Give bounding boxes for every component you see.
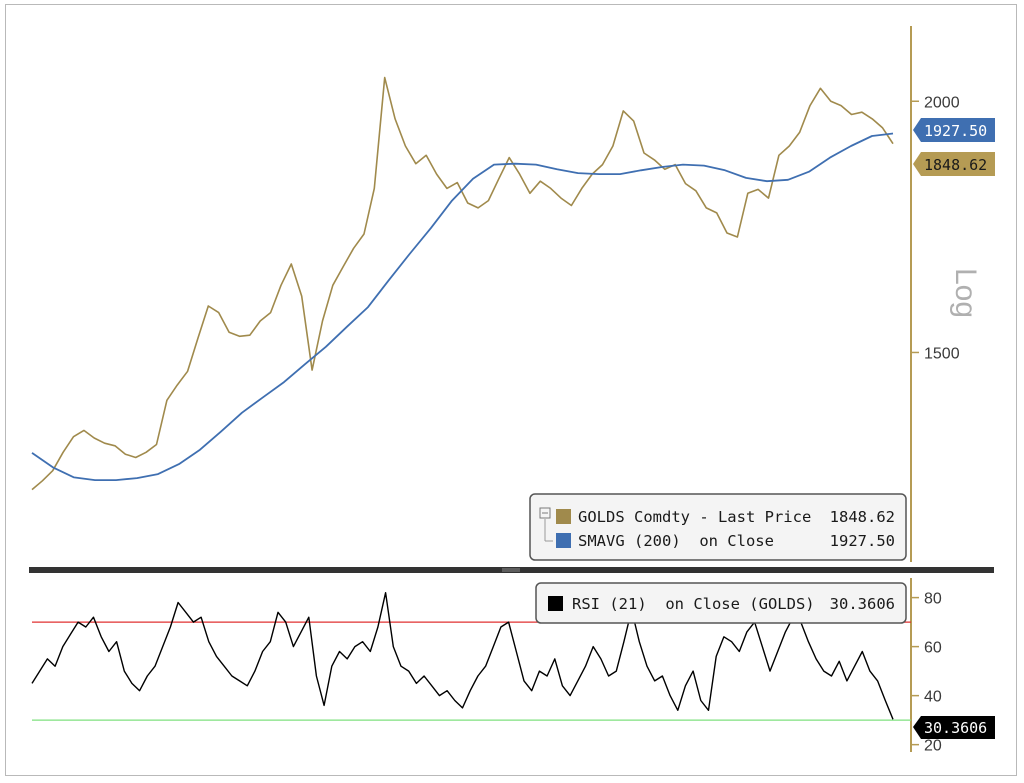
rsi-tick-label: 20 xyxy=(924,738,942,755)
sma-last-badge: 1927.50 xyxy=(913,118,995,142)
price-ticks: 2000 1500 xyxy=(911,94,960,362)
rsi-legend: RSI (21) on Close (GOLDS) 30.3606 xyxy=(535,582,907,624)
legend-sma-value: 1927.50 xyxy=(830,532,895,550)
rsi-last-value: 30.3606 xyxy=(924,719,987,737)
price-series-line xyxy=(31,76,894,491)
legend-swatch-sma xyxy=(556,533,571,548)
sma-series-line xyxy=(31,132,894,482)
legend-price-value: 1848.62 xyxy=(830,508,895,526)
legend-price-name: GOLDS Comdty - Last Price xyxy=(578,508,811,526)
legend-sma-name: SMAVG (200) on Close xyxy=(578,532,774,550)
legend-rsi-name: RSI (21) on Close (GOLDS) xyxy=(572,595,815,613)
legend-swatch-rsi xyxy=(548,596,563,611)
price-last-badge: 1848.62 xyxy=(913,152,995,176)
price-lines xyxy=(31,76,894,491)
rsi-tick-label: 40 xyxy=(924,689,942,706)
rsi-series-line xyxy=(31,592,894,720)
legend-rsi-value: 30.3606 xyxy=(830,595,895,613)
rsi-ticks: 80 60 40 20 xyxy=(911,591,942,755)
price-tick-label: 1500 xyxy=(924,345,960,362)
price-tick-label: 2000 xyxy=(924,94,960,111)
legend-swatch-price xyxy=(556,509,571,524)
scale-label: Log xyxy=(949,268,982,318)
rsi-tick-label: 80 xyxy=(924,591,942,608)
sma-last-value: 1927.50 xyxy=(924,122,987,140)
rsi-last-badge: 30.3606 xyxy=(913,716,995,739)
price-last-value: 1848.62 xyxy=(924,156,987,174)
panel-splitter[interactable] xyxy=(29,567,994,573)
chart-frame xyxy=(5,4,1017,776)
price-legend: GOLDS Comdty - Last Price 1848.62 SMAVG … xyxy=(529,493,907,561)
rsi-tick-label: 60 xyxy=(924,640,942,657)
